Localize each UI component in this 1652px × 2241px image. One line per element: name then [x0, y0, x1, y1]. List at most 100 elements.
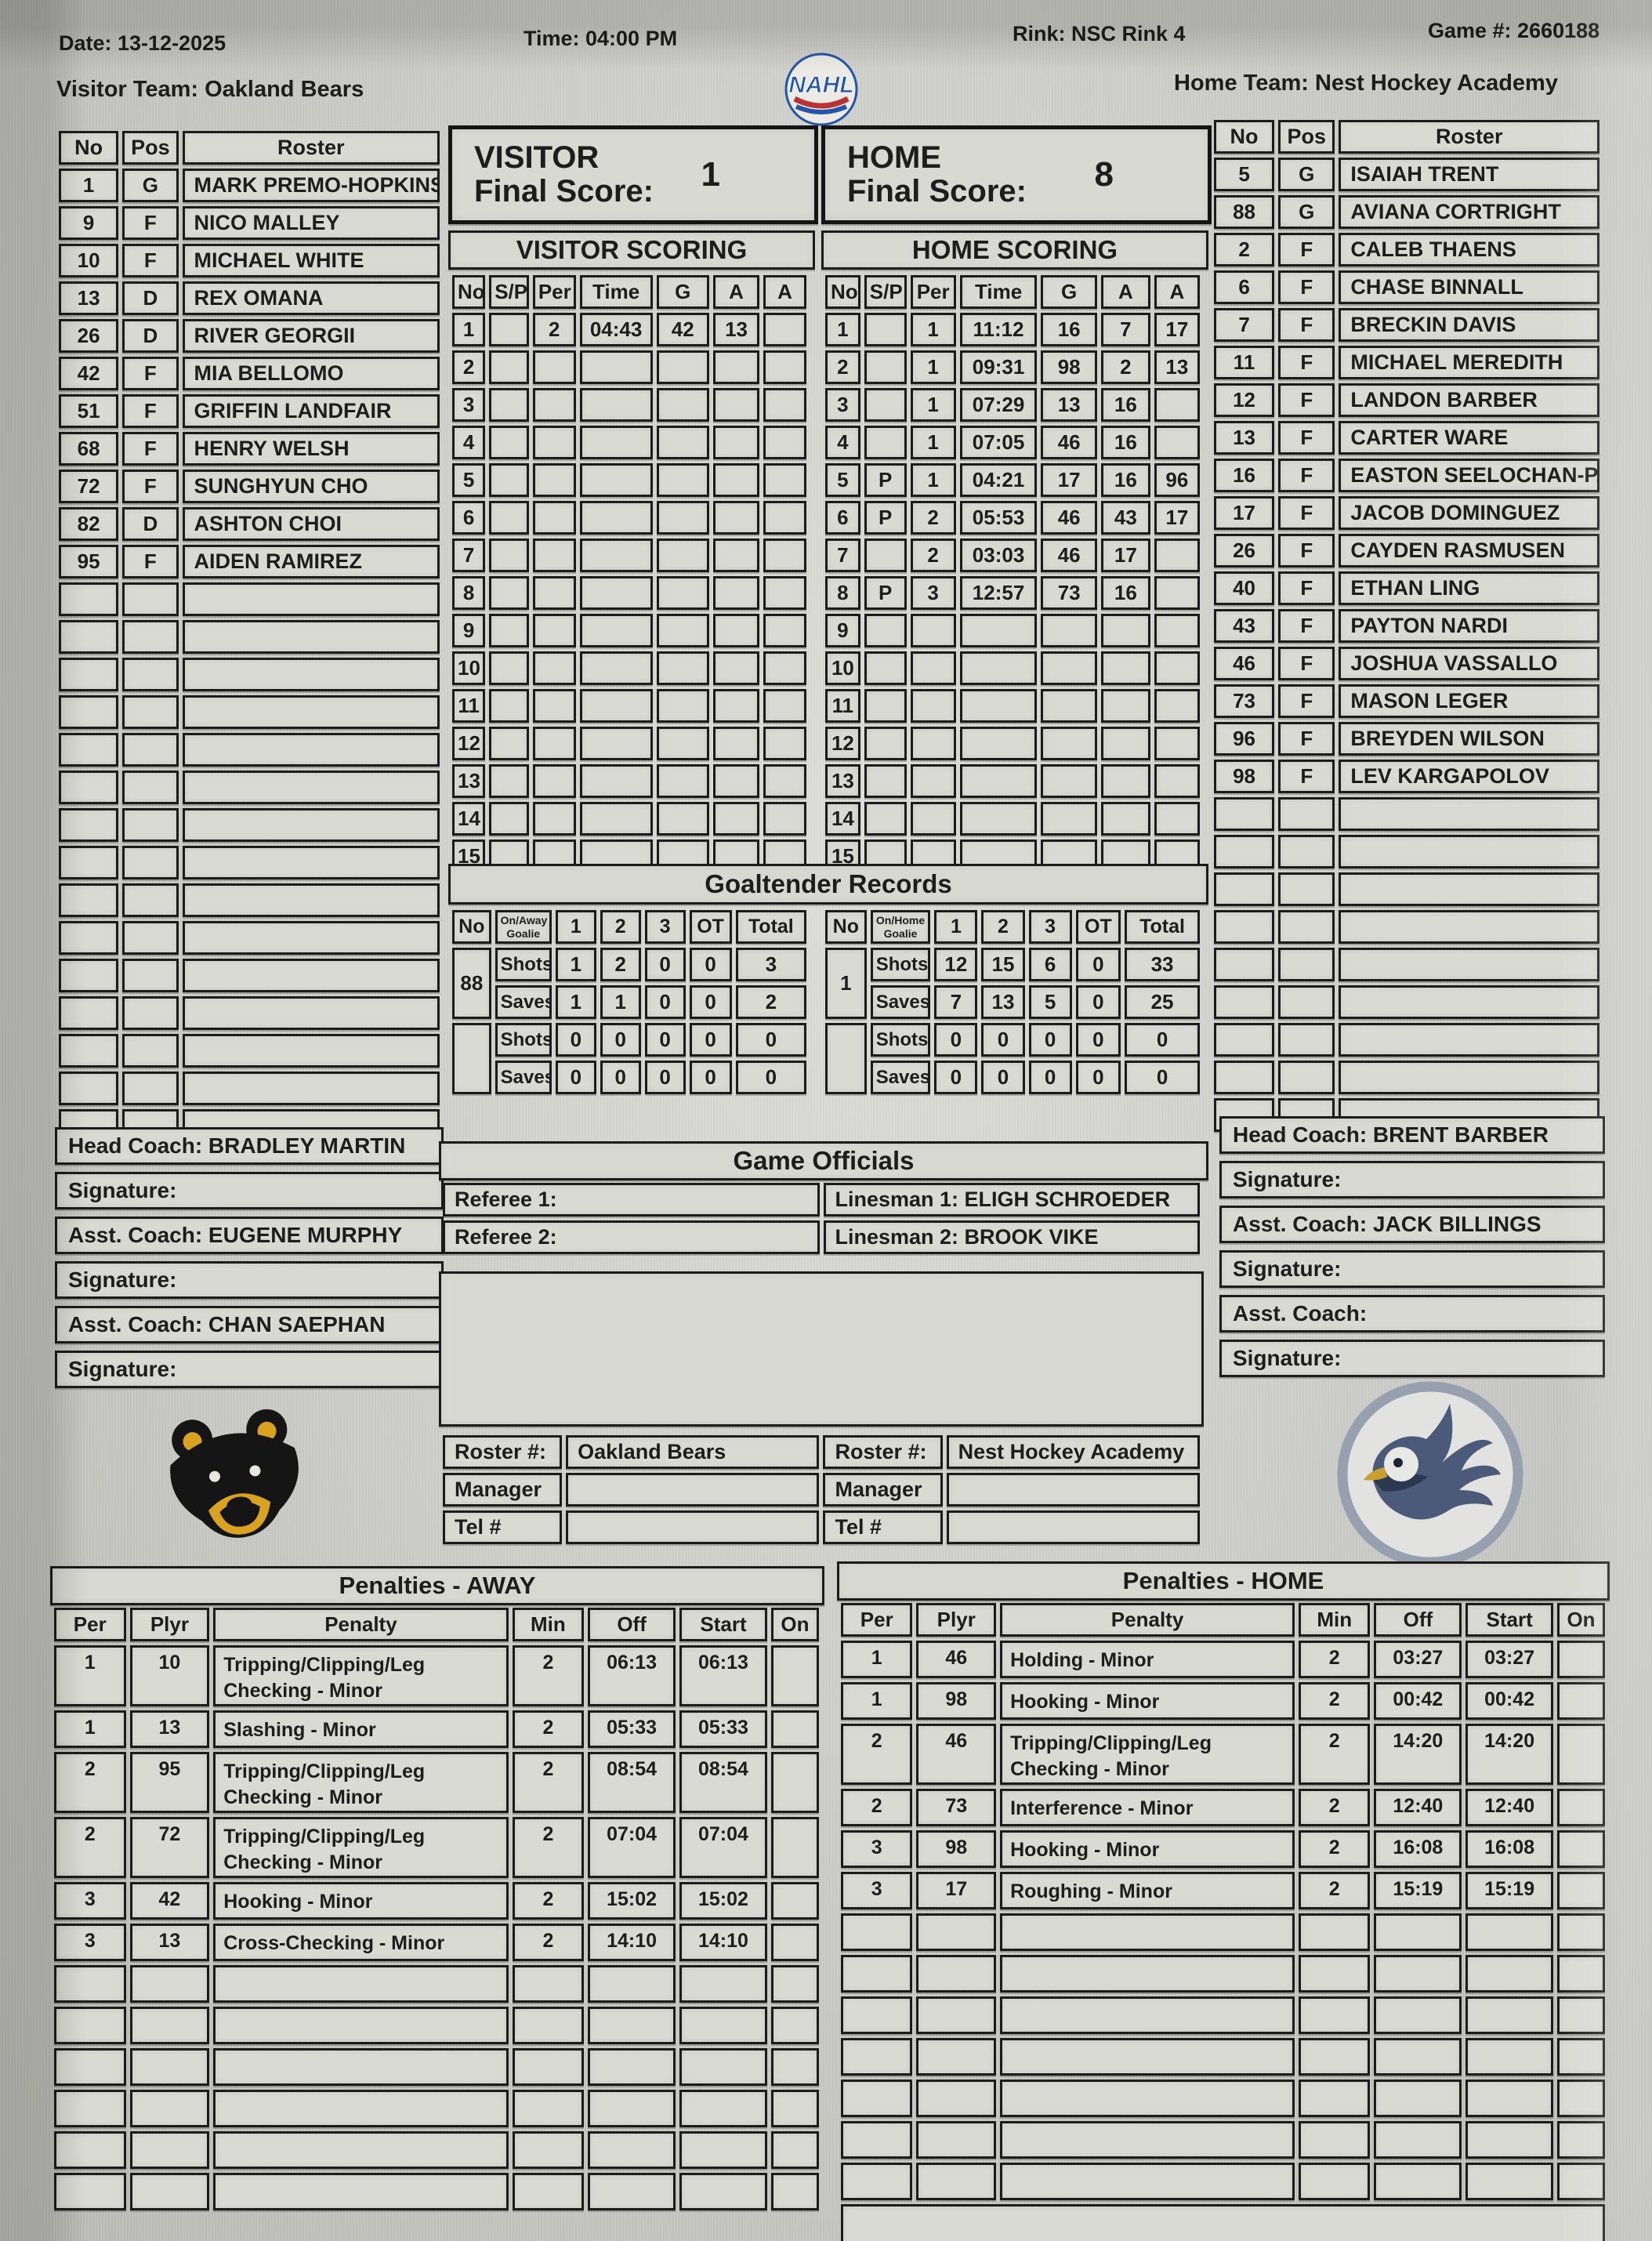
visitor-roster-row-name — [182, 808, 440, 842]
away-goalie-row-saves-value: 0 — [735, 1061, 806, 1094]
penalty-away-row-per — [54, 2048, 126, 2086]
penalty-away-row-per: 1 — [54, 1645, 126, 1706]
penalties-away-header-cell: Off — [588, 1608, 676, 1641]
visitor-scoring-row-a1 — [713, 689, 760, 723]
home-scoring-row-a2: 17 — [1154, 313, 1200, 346]
penalty-home-row-penalty — [1000, 2121, 1295, 2159]
penalty-away-row-start: 14:10 — [679, 1924, 767, 1961]
home-scoring-header-cell: S/P — [864, 275, 907, 309]
visitor-roster-row-no: 72 — [59, 470, 119, 503]
home-goalie-row-shots-label: Shots — [870, 948, 931, 981]
home-goalie-row-saves-value: 0 — [1028, 1061, 1072, 1094]
home-goalie-header-cell: 1 — [934, 910, 978, 944]
visitor-scoring-row-time — [579, 463, 653, 497]
visitor-roster-row-no: 26 — [59, 319, 119, 353]
visitor-scoring-row-g — [656, 426, 710, 459]
visitor-roster-row — [59, 921, 440, 955]
penalty-away-row-penalty — [213, 2048, 509, 2086]
home-scoring-row: 7 2 03:03 46 17 — [825, 538, 1200, 572]
home-scoring-row-time: 12:57 — [959, 576, 1038, 610]
penalty-away-row-start — [679, 2007, 767, 2044]
visitor-scoring-row-a2 — [763, 501, 806, 535]
home-roster-row-pos: F — [1278, 421, 1335, 455]
penalty-home-row: 3 17 Roughing - Minor 2 15:19 15:19 — [841, 1872, 1605, 1909]
away-goalie-header: No On/Away Goalie 1 2 3 OT Total — [452, 910, 806, 944]
penalty-home-row-per — [841, 2080, 913, 2117]
visitor-roster-row-name: AIDEN RAMIREZ — [182, 545, 440, 578]
visitor-roster-row-pos — [122, 959, 179, 992]
penalties-home-header: Per Plyr Penalty Min Off Start On — [841, 1603, 1605, 1637]
home-scoring-row-g — [1041, 727, 1097, 760]
visitor-scoring-row-no: 2 — [452, 350, 486, 384]
away-tel-label: Tel # — [443, 1510, 563, 1544]
away-manager-value — [566, 1473, 820, 1507]
penalty-home-row-off: 00:42 — [1374, 1682, 1462, 1720]
home-roster-row-pos — [1278, 872, 1335, 906]
visitor-scoring-row-per — [532, 651, 576, 685]
home-scoring-row-g: 46 — [1041, 538, 1097, 572]
visitor-roster-row-pos — [122, 921, 179, 955]
penalty-home-row-on — [1557, 1789, 1605, 1826]
visitor-roster-row-pos: D — [122, 507, 179, 541]
penalty-away-row — [54, 1965, 819, 2003]
home-roster-row-name — [1339, 797, 1599, 831]
visitor-scoring-row-sp — [489, 614, 529, 647]
home-roster-row-name — [1339, 948, 1599, 981]
visitor-roster-row — [59, 582, 440, 616]
penalty-home-row-min: 2 — [1299, 1641, 1371, 1678]
home-scoring-row-a1: 16 — [1101, 388, 1150, 422]
penalty-home-row-per: 2 — [841, 1724, 913, 1785]
home-roster-row-no: 17 — [1214, 496, 1275, 530]
away-goalie-row-number: 88 — [452, 948, 491, 1019]
home-goalie-row-saves-value: 5 — [1028, 985, 1072, 1019]
home-roster-row-no: 2 — [1214, 233, 1275, 267]
away-goalie-row-shots-value: 0 — [689, 1023, 732, 1057]
home-scoring-row-sp — [864, 727, 907, 760]
penalty-home-row-penalty: Tripping/Clipping/Leg Checking - Minor — [1000, 1724, 1295, 1785]
home-roster-row-no: 88 — [1214, 195, 1275, 229]
visitor-roster-row-name — [182, 846, 440, 879]
time-label: Time: 04:00 PM — [523, 27, 678, 50]
penalty-away-row-plyr: 72 — [129, 1817, 210, 1878]
penalty-home-row-start: 12:40 — [1465, 1789, 1554, 1826]
visitor-scoring-row: 6 — [452, 501, 806, 535]
penalty-home-row: 1 98 Hooking - Minor 2 00:42 00:42 — [841, 1682, 1605, 1720]
penalty-away-row: 3 13 Cross-Checking - Minor 2 14:10 14:10 — [54, 1924, 819, 1961]
home-roster-row: 88 G AVIANA CORTRIGHT — [1214, 195, 1599, 229]
visitor-scoring-row-time — [579, 764, 653, 798]
penalty-home-row-off — [1374, 1913, 1462, 1951]
home-scoring-header-cell: Per — [910, 275, 956, 309]
home-scoring-row: 6 P 2 05:53 46 43 17 — [825, 501, 1200, 535]
penalty-home-row-per: 3 — [841, 1830, 913, 1868]
visitor-scoring-row-a1 — [713, 727, 760, 760]
game-officials-title: Game Officials — [439, 1141, 1208, 1180]
home-goalie-row-number: 1 — [825, 948, 867, 1019]
home-final-score-box: HOME Final Score: 8 — [821, 125, 1212, 224]
away-goalie-header-cell: Total — [735, 910, 806, 944]
visitor-scoring-row-no: 4 — [452, 426, 486, 459]
home-scoring-row-per: 1 — [910, 426, 956, 459]
penalty-home-row-on — [1557, 2038, 1605, 2076]
penalty-home-row — [841, 2163, 1605, 2200]
away-goalie-row-saves-value: 0 — [689, 1061, 732, 1094]
penalty-home-row-on — [1557, 2121, 1605, 2159]
penalty-home-row-start — [1465, 2163, 1554, 2200]
penalty-home-row-min — [1299, 2121, 1371, 2159]
home-goalie-row-shots: 1 Shots 12 15 6 0 33 — [825, 948, 1200, 1019]
home-scoring-row-g: 16 — [1041, 313, 1097, 346]
away-roster-number-value: Oakland Bears — [566, 1435, 820, 1469]
penalty-home-row-off — [1374, 2038, 1462, 2076]
visitor-roster-row: 68 F HENRY WELSH — [59, 432, 440, 466]
visitor-scoring-row-no: 5 — [452, 463, 486, 497]
penalties-home-header-cell: Min — [1299, 1603, 1371, 1637]
visitor-scoring-header-cell: G — [656, 275, 710, 309]
visitor-roster-row-pos: D — [122, 281, 179, 315]
home-goalie-row-saves: Saves 0 0 0 0 0 — [825, 1061, 1200, 1094]
visitor-roster-row-name: RIVER GEORGII — [182, 319, 440, 353]
visitor-scoring-row-no: 1 — [452, 313, 486, 346]
home-roster-row: 5 G ISAIAH TRENT — [1214, 158, 1599, 191]
penalty-away-row-min — [512, 2173, 585, 2210]
home-scoring-row-a2 — [1154, 802, 1200, 836]
visitor-roster-row — [59, 658, 440, 691]
penalties-away-table: Per Plyr Penalty Min Off Start On 1 10 Tripping/… — [50, 1604, 823, 2214]
